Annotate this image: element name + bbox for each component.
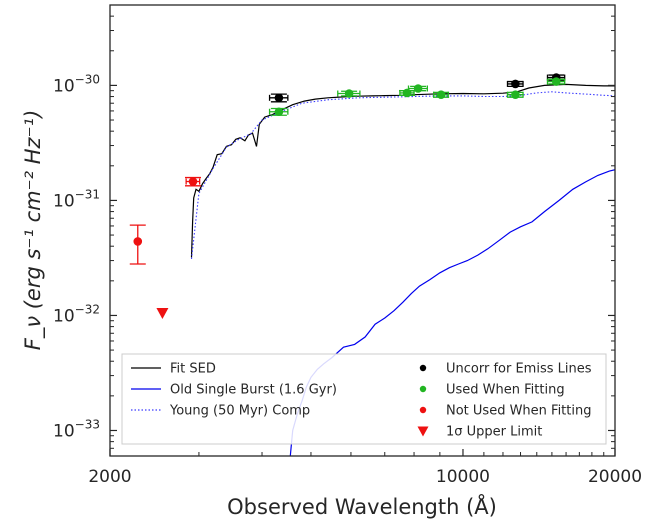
legend-marker-not-used-when-fitting xyxy=(419,406,427,414)
point-marker xyxy=(188,177,198,186)
legend-label-1-upper-limit: 1σ Upper Limit xyxy=(446,425,542,440)
legend-marker-1-upper-limit xyxy=(417,426,429,437)
x-tick-label: 2000 xyxy=(88,467,131,487)
y-tick-label: 10−30 xyxy=(53,72,100,96)
data-point-used-when-fitting-4 xyxy=(337,89,361,98)
legend-label-not-used-when-fitting: Not Used When Fitting xyxy=(446,404,591,419)
point-marker xyxy=(402,88,412,98)
point-marker xyxy=(274,107,284,117)
data-point-used-when-fitting-9 xyxy=(546,77,566,86)
point-marker xyxy=(133,237,143,246)
data-point-uncorr-for-emiss-lines-0 xyxy=(268,93,289,103)
point-marker xyxy=(274,93,284,103)
data-point-used-when-fitting-7 xyxy=(433,90,450,100)
point-marker xyxy=(511,90,520,100)
point-marker xyxy=(413,84,423,93)
data-point-uncorr-for-emiss-lines-1 xyxy=(506,79,524,89)
point-marker xyxy=(551,77,561,86)
point-marker xyxy=(344,89,354,98)
data-point-1-upper-limit-12 xyxy=(156,308,169,320)
data-point-used-when-fitting-3 xyxy=(268,107,289,117)
legend-label-used-when-fitting: Used When Fitting xyxy=(446,383,565,398)
legend-label-young-50-myr-comp: Young (50 Myr) Comp xyxy=(169,404,310,419)
legend-label-old-single-burst-1-6-gyr: Old Single Burst (1.6 Gyr) xyxy=(170,383,337,398)
x-tick-label: 10000 xyxy=(436,467,490,487)
data-point-not-used-when-fitting-10 xyxy=(129,224,146,265)
legend: Fit SED Old Single Burst (1.6 Gyr) Young (… xyxy=(121,353,607,445)
legend-label-fit-sed: Fit SED xyxy=(170,362,216,377)
legend-marker-used-when-fitting xyxy=(419,385,427,393)
data-point-used-when-fitting-6 xyxy=(407,84,428,93)
legend-label-uncorr-for-emiss-lines: Uncorr for Emiss Lines xyxy=(446,362,592,377)
data-point-used-when-fitting-8 xyxy=(506,90,524,100)
x-tick-label: 20000 xyxy=(588,467,642,487)
y-tick-label: 10−33 xyxy=(53,417,100,441)
y-tick-label: 10−32 xyxy=(53,302,100,326)
upper-limit-marker xyxy=(156,308,169,320)
data-point-not-used-when-fitting-11 xyxy=(184,176,201,187)
point-marker xyxy=(511,79,520,89)
plot-frame xyxy=(109,4,616,457)
y-tick-label: 10−31 xyxy=(53,187,100,211)
point-marker xyxy=(436,90,446,100)
x-axis-title: Observed Wavelength (Å) xyxy=(227,493,497,519)
legend-box xyxy=(121,353,607,445)
legend-marker-uncorr-for-emiss-lines xyxy=(419,364,427,372)
y-axis-title: F_ν (erg s⁻¹ cm⁻² Hz⁻¹) xyxy=(21,110,46,351)
